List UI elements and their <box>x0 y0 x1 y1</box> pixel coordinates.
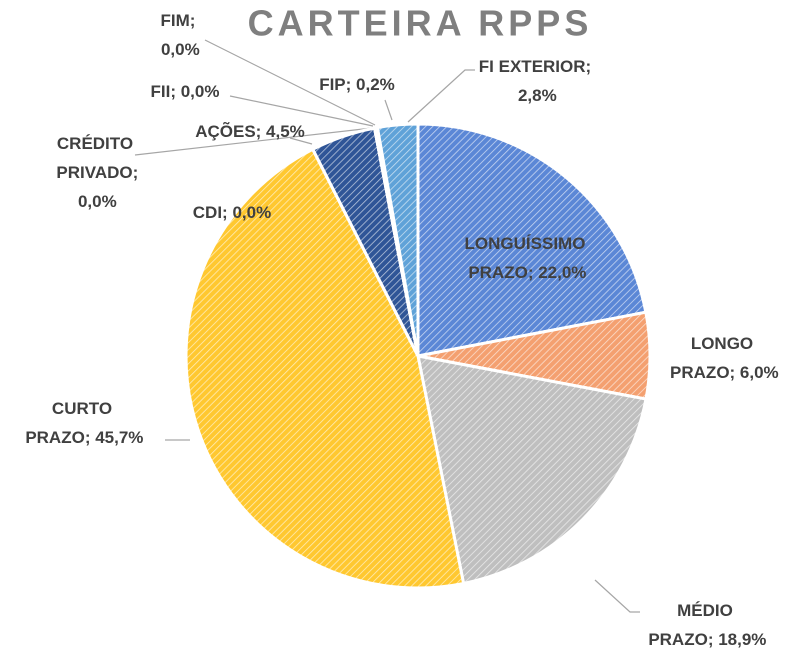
leader-line <box>594 579 640 613</box>
leader-line <box>229 95 374 127</box>
data-label: AÇÕES; 4,5% <box>195 121 305 141</box>
data-label: FIP; 0,2% <box>319 75 395 94</box>
leader-line <box>289 137 313 145</box>
data-label: LONGUÍSSIMO PRAZO; 22,0% <box>464 234 587 282</box>
data-label: MÉDIO PRAZO; 18,9% <box>644 601 767 649</box>
leader-lines <box>134 39 640 613</box>
pie-slice <box>375 122 420 357</box>
pie-slice <box>416 122 648 358</box>
data-label: FIM; 0,0% <box>156 11 199 59</box>
data-label: LONGO PRAZO; 6,0% <box>665 334 778 382</box>
chart-title: CARTEIRA RPPS <box>248 3 593 44</box>
data-label: CURTO PRAZO; 45,7% <box>21 399 144 447</box>
leader-line <box>134 127 373 156</box>
leader-line <box>407 69 475 123</box>
data-label: FI EXTERIOR; 2,8% <box>479 57 591 105</box>
data-label: FII; 0,0% <box>151 82 220 101</box>
leader-line <box>204 39 376 126</box>
pie-slice <box>416 354 648 586</box>
data-label: CRÉDITO PRIVADO; 0,0% <box>52 134 139 211</box>
data-label: CDI; 0,0% <box>193 203 271 222</box>
pie-slice <box>184 147 466 590</box>
leader-line <box>384 99 393 121</box>
